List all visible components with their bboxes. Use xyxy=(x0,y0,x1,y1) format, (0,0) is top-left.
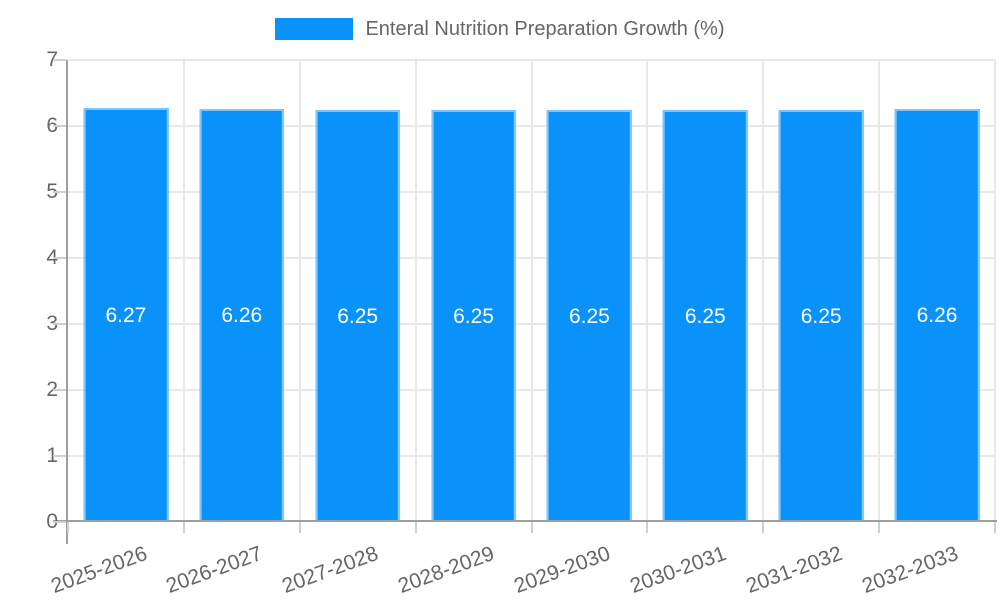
x-tick-label: 2027-2028 xyxy=(279,542,382,598)
x-axis-tickmark xyxy=(762,522,765,533)
bar-slot: 6.25 xyxy=(532,60,648,522)
bar-value-label: 6.25 xyxy=(337,304,379,328)
gridline-vertical xyxy=(182,60,185,522)
bar-series: 6.27 6.26 6.25 6.25 6.25 6.25 6.25 6.26 xyxy=(68,60,995,522)
y-axis-tickmark xyxy=(53,125,66,127)
x-tick-label: 2031-2032 xyxy=(742,542,846,598)
x-axis-tickmark xyxy=(67,522,69,533)
bar-value-label: 6.25 xyxy=(453,304,494,328)
bar-value-label: 6.25 xyxy=(800,304,842,328)
y-tick-label: 5 xyxy=(46,180,58,204)
gridline-vertical xyxy=(646,60,649,522)
x-axis-tickmark xyxy=(530,522,533,533)
bar-slot: 6.25 xyxy=(300,60,416,522)
y-tick-label: 1 xyxy=(46,444,58,468)
y-axis-tickmark xyxy=(53,257,66,259)
x-axis-tickmark xyxy=(298,522,301,533)
gridline-vertical xyxy=(298,60,301,522)
bar-value-label: 6.26 xyxy=(916,304,958,328)
y-axis-tickmark xyxy=(53,389,66,391)
x-axis-tickmark xyxy=(994,522,996,533)
x-tick-label: 2025-2026 xyxy=(47,542,150,598)
bar-slot: 6.26 xyxy=(184,60,300,522)
bar[interactable]: 6.25 xyxy=(431,109,516,522)
bar-value-label: 6.25 xyxy=(568,304,610,328)
bar-slot: 6.25 xyxy=(416,60,532,522)
y-tick-label: 6 xyxy=(46,114,58,138)
bar[interactable]: 6.25 xyxy=(663,109,748,522)
gridline-vertical xyxy=(414,60,417,522)
legend-item[interactable]: Enteral Nutrition Preparation Growth (%) xyxy=(275,18,725,40)
bar-value-label: 6.27 xyxy=(105,304,147,328)
bar-slot: 6.26 xyxy=(879,60,995,522)
bar-slot: 6.25 xyxy=(647,60,763,522)
y-tick-label: 3 xyxy=(46,312,58,336)
y-axis-labels: 0 1 2 3 4 5 6 7 xyxy=(0,48,58,533)
bar-slot: 6.25 xyxy=(763,60,879,522)
y-axis-tickmark xyxy=(53,59,66,61)
y-axis-tickmark xyxy=(53,323,66,325)
bar[interactable]: 6.25 xyxy=(778,109,864,522)
x-tick-label: 2028-2029 xyxy=(395,542,498,598)
y-tick-label: 7 xyxy=(46,48,58,72)
x-tick-label: 2032-2033 xyxy=(858,542,961,598)
legend-label: Enteral Nutrition Preparation Growth (%) xyxy=(365,18,725,40)
gridline-vertical xyxy=(530,60,533,522)
gridline-vertical xyxy=(762,60,765,522)
y-axis-tickmark xyxy=(53,521,66,523)
x-axis-tickmark xyxy=(646,522,649,533)
bar-slot: 6.27 xyxy=(68,60,184,522)
bar[interactable]: 6.25 xyxy=(315,109,400,522)
bar[interactable]: 6.26 xyxy=(894,108,980,522)
x-tick-label: 2029-2030 xyxy=(511,542,614,598)
y-axis-tickmark xyxy=(53,191,66,193)
x-tick-label: 2030-2031 xyxy=(626,542,730,598)
y-tick-label: 0 xyxy=(46,510,58,534)
x-tick-label: 2026-2027 xyxy=(163,542,266,598)
y-axis-line xyxy=(66,60,68,544)
plot-area: 6.27 6.26 6.25 6.25 6.25 6.25 6.25 6.26 xyxy=(67,59,996,533)
x-axis-labels: 2025-2026 2026-2027 2027-2028 2028-2029 2029… xyxy=(48,540,995,600)
y-tick-label: 4 xyxy=(46,246,58,270)
chart-legend: Enteral Nutrition Preparation Growth (%) xyxy=(0,18,1000,40)
gridline-vertical xyxy=(878,60,881,522)
x-axis-tickmark xyxy=(182,522,185,533)
bar[interactable]: 6.27 xyxy=(83,108,169,522)
bar-value-label: 6.25 xyxy=(684,304,726,328)
y-tick-label: 2 xyxy=(46,378,58,402)
legend-swatch xyxy=(275,18,354,40)
x-axis-tickmark xyxy=(878,522,881,533)
bar-value-label: 6.26 xyxy=(221,304,263,328)
bar[interactable]: 6.26 xyxy=(199,108,285,522)
x-axis-tickmark xyxy=(414,522,417,533)
y-axis-tickmark xyxy=(53,455,66,457)
x-axis-line xyxy=(53,520,997,522)
bar[interactable]: 6.25 xyxy=(547,109,632,522)
gridline-vertical xyxy=(994,60,996,522)
